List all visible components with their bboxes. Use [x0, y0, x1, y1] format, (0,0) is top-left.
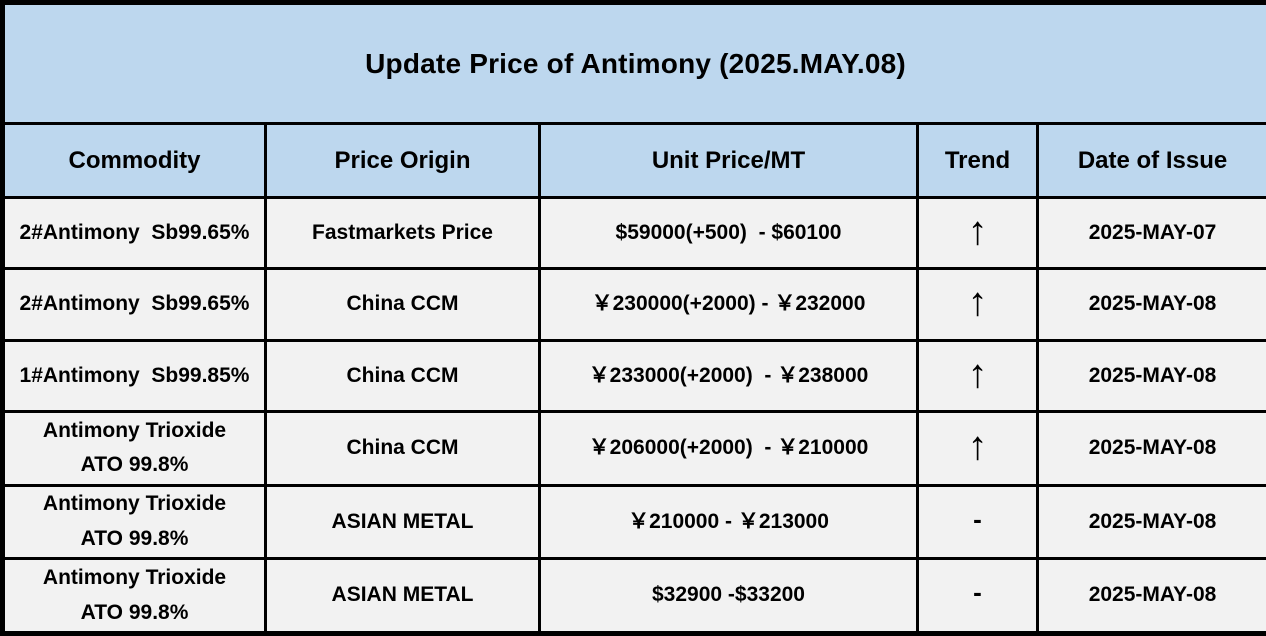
unit-price-cell: $32900 -$33200 [538, 557, 919, 635]
table-row: 2#Antimony Sb99.65% China CCM ￥230000(+2… [1, 267, 1266, 342]
commodity-cell: 2#Antimony Sb99.65% [1, 195, 267, 271]
commodity-cell: 2#Antimony Sb99.65% [1, 267, 267, 342]
price-origin-cell: ASIAN METAL [264, 557, 541, 635]
unit-price-cell: ￥230000(+2000) - ￥232000 [538, 267, 919, 342]
trend-flat-dash-icon: - [973, 577, 982, 608]
date-of-issue-cell: 2025-MAY-08 [1035, 267, 1266, 342]
trend-up-arrow-icon: ↑ [967, 280, 988, 325]
trend-cell: ↑ [916, 267, 1039, 342]
commodity-cell: 1#Antimony Sb99.85% [1, 338, 267, 413]
trend-cell: - [916, 557, 1039, 635]
trend-cell: ↑ [916, 409, 1039, 487]
commodity-cell: Antimony Trioxide ATO 99.8% [1, 409, 267, 487]
trend-up-arrow-icon: ↑ [967, 423, 988, 468]
unit-price-cell: ￥233000(+2000) - ￥238000 [538, 338, 919, 413]
trend-flat-dash-icon: - [973, 503, 982, 534]
trend-up-arrow-icon: ↑ [967, 208, 988, 253]
price-origin-cell: Fastmarkets Price [264, 195, 541, 271]
column-header-row: Commodity Price Origin Unit Price/MT Tre… [1, 122, 1266, 199]
price-origin-cell: China CCM [264, 409, 541, 487]
table-row: Antimony Trioxide ATO 99.8% ASIAN METAL … [1, 483, 1266, 561]
unit-price-cell: $59000(+500) - $60100 [538, 195, 919, 271]
price-origin-cell: ASIAN METAL [264, 483, 541, 561]
column-header-date-of-issue: Date of Issue [1035, 122, 1266, 199]
unit-price-cell: ￥210000 - ￥213000 [538, 483, 919, 561]
trend-cell: - [916, 483, 1039, 561]
column-header-price-origin: Price Origin [264, 122, 541, 199]
column-header-unit-price: Unit Price/MT [538, 122, 919, 199]
column-header-commodity: Commodity [1, 122, 267, 199]
page-title: Update Price of Antimony (2025.MAY.08) [0, 1, 1266, 125]
commodity-cell: Antimony Trioxide ATO 99.8% [1, 557, 267, 635]
unit-price-cell: ￥206000(+2000) - ￥210000 [538, 409, 919, 487]
date-of-issue-cell: 2025-MAY-08 [1035, 557, 1266, 635]
trend-cell: ↑ [916, 195, 1039, 271]
title-row: Update Price of Antimony (2025.MAY.08) [0, 1, 1266, 125]
table-row: 1#Antimony Sb99.85% China CCM ￥233000(+2… [1, 338, 1266, 413]
commodity-cell: Antimony Trioxide ATO 99.8% [1, 483, 267, 561]
date-of-issue-cell: 2025-MAY-08 [1035, 483, 1266, 561]
trend-up-arrow-icon: ↑ [967, 351, 988, 396]
date-of-issue-cell: 2025-MAY-07 [1035, 195, 1266, 271]
date-of-issue-cell: 2025-MAY-08 [1035, 409, 1266, 487]
table-row: Antimony Trioxide ATO 99.8% ASIAN METAL … [1, 557, 1266, 635]
table-row: Antimony Trioxide ATO 99.8% China CCM ￥2… [1, 409, 1266, 487]
table-row: 2#Antimony Sb99.65% Fastmarkets Price $5… [1, 195, 1266, 271]
price-origin-cell: China CCM [264, 338, 541, 413]
column-header-trend: Trend [916, 122, 1039, 199]
price-origin-cell: China CCM [264, 267, 541, 342]
trend-cell: ↑ [916, 338, 1039, 413]
date-of-issue-cell: 2025-MAY-08 [1035, 338, 1266, 413]
